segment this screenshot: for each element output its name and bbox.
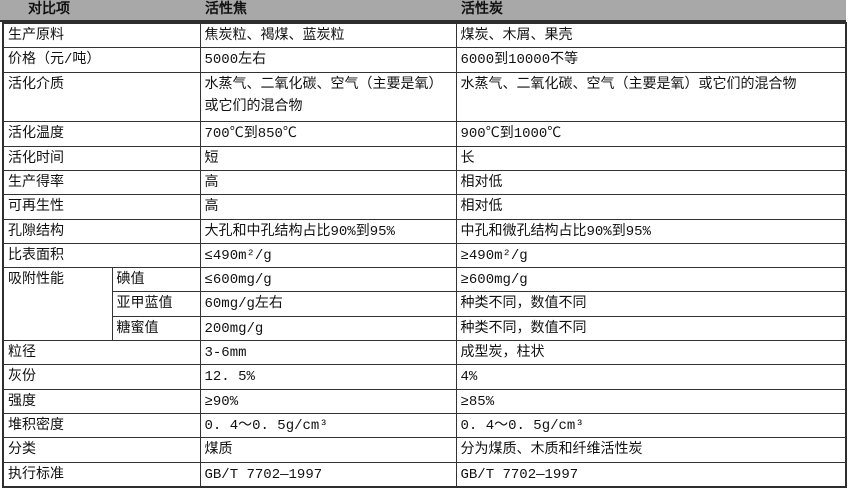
coke-value: 煤质 <box>199 437 457 463</box>
table-header: 对比项 活性焦 活性炭 <box>0 0 846 22</box>
carbon-value: ≥85% <box>455 388 847 415</box>
coke-value: 200mg/g <box>199 315 457 342</box>
coke-value: 短 <box>199 145 457 171</box>
carbon-value: 种类不同，数值不同 <box>455 291 847 317</box>
table-row: 亚甲蓝值 60mg/g左右 种类不同，数值不同 <box>3 291 847 317</box>
group-label-adsorption: 吸附性能 <box>2 267 113 342</box>
carbon-value: 成型炭，柱状 <box>455 340 847 366</box>
coke-value: 3-6mm <box>199 340 457 366</box>
coke-value: 0. 4～0. 5g/cm³ <box>199 413 457 439</box>
carbon-value: 900℃到1000℃ <box>455 121 847 147</box>
coke-value: 大孔和中孔结构占比90%到95% <box>199 218 457 244</box>
row-label: 生产得率 <box>2 169 201 196</box>
row-label: 价格（元/吨） <box>2 47 201 73</box>
carbon-value: ≥600mg/g <box>455 267 847 293</box>
comparison-table: 生产原料 焦炭粒、褐煤、蓝炭粒 煤炭、木屑、果壳 价格（元/吨） 5000左右 … <box>2 22 847 488</box>
carbon-value: 煤炭、木屑、果壳 <box>455 22 847 49</box>
row-label: 活化温度 <box>2 121 201 147</box>
row-label: 执行标准 <box>2 461 201 488</box>
coke-value: 高 <box>199 169 457 196</box>
table-row: 糖蜜值 200mg/g 种类不同，数值不同 <box>3 315 847 342</box>
coke-value: ≤600mg/g <box>199 267 457 293</box>
table-row: 生产得率 高 相对低 <box>2 169 847 196</box>
coke-value: ≤490m²/g <box>199 242 457 269</box>
table-row: 粒径 3-6mm 成型炭，柱状 <box>2 340 847 366</box>
carbon-value: GB/T 7702—1997 <box>455 461 847 488</box>
carbon-value: 水蒸气、二氧化碳、空气（主要是氧）或它们的混合物 <box>455 71 847 123</box>
row-label: 强度 <box>2 388 201 415</box>
table-row: 价格（元/吨） 5000左右 6000到10000不等 <box>2 47 847 73</box>
carbon-value: ≥490m²/g <box>455 242 847 269</box>
coke-value: GB/T 7702—1997 <box>199 461 457 488</box>
row-label: 可再生性 <box>2 194 201 220</box>
sub-row-label: 亚甲蓝值 <box>111 291 201 317</box>
table-row: 孔隙结构 大孔和中孔结构占比90%到95% 中孔和微孔结构占比90%到95% <box>2 218 847 244</box>
row-label: 粒径 <box>2 340 201 366</box>
coke-value: 水蒸气、二氧化碳、空气（主要是氧）或它们的混合物 <box>199 71 457 123</box>
coke-value: 5000左右 <box>199 47 457 73</box>
table-row: 灰份 12. 5% 4% <box>2 364 847 390</box>
table-row: 分类 煤质 分为煤质、木质和纤维活性炭 <box>2 437 847 463</box>
row-label: 堆积密度 <box>2 413 201 439</box>
carbon-value: 种类不同，数值不同 <box>455 315 847 342</box>
row-label: 活化时间 <box>2 145 201 171</box>
coke-value: 700℃到850℃ <box>199 121 457 147</box>
coke-value: 60mg/g左右 <box>199 291 457 317</box>
carbon-value: 0. 4～0. 5g/cm³ <box>455 413 847 439</box>
table-row: 强度 ≥90% ≥85% <box>2 388 847 415</box>
carbon-value: 长 <box>455 145 847 171</box>
row-label: 孔隙结构 <box>2 218 201 244</box>
table-row: 吸附性能 碘值 ≤600mg/g ≥600mg/g <box>2 267 847 342</box>
coke-value: 焦炭粒、褐煤、蓝炭粒 <box>199 22 457 49</box>
sub-row-label: 糖蜜值 <box>111 315 201 342</box>
table-row: 比表面积 ≤490m²/g ≥490m²/g <box>2 242 847 269</box>
coke-value: 12. 5% <box>199 364 457 390</box>
coke-value: 高 <box>199 194 457 220</box>
table-row: 堆积密度 0. 4～0. 5g/cm³ 0. 4～0. 5g/cm³ <box>2 413 847 439</box>
row-label: 生产原料 <box>2 22 201 49</box>
carbon-value: 中孔和微孔结构占比90%到95% <box>455 218 847 244</box>
carbon-value: 相对低 <box>455 194 847 220</box>
table-row: 生产原料 焦炭粒、褐煤、蓝炭粒 煤炭、木屑、果壳 <box>2 22 847 49</box>
carbon-value: 4% <box>455 364 847 390</box>
header-cell-carbon: 活性炭 <box>461 2 503 18</box>
table-row: 活化介质 水蒸气、二氧化碳、空气（主要是氧）或它们的混合物 水蒸气、二氧化碳、空… <box>2 71 847 123</box>
carbon-value: 相对低 <box>455 169 847 196</box>
carbon-value: 6000到10000不等 <box>455 47 847 73</box>
table-row: 活化时间 短 长 <box>2 145 847 171</box>
carbon-value: 分为煤质、木质和纤维活性炭 <box>455 437 847 463</box>
header-cell-coke: 活性焦 <box>205 2 247 18</box>
table-row: 可再生性 高 相对低 <box>2 194 847 220</box>
sub-row-label: 碘值 <box>111 267 201 293</box>
row-label: 灰份 <box>2 364 201 390</box>
coke-value: ≥90% <box>199 388 457 415</box>
row-label: 分类 <box>2 437 201 463</box>
row-label: 比表面积 <box>2 242 201 269</box>
row-label: 活化介质 <box>2 71 201 123</box>
table-row: 活化温度 700℃到850℃ 900℃到1000℃ <box>2 121 847 147</box>
table-row: 执行标准 GB/T 7702—1997 GB/T 7702—1997 <box>2 461 847 488</box>
header-cell-compare: 对比项 <box>28 2 70 18</box>
